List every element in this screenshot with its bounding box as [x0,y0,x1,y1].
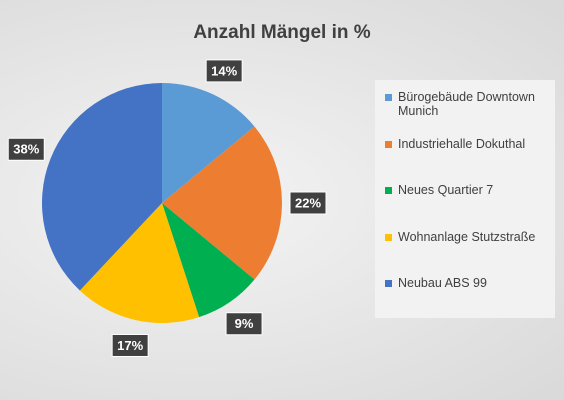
data-label-text: 14% [211,63,237,78]
legend: Bürogebäude Downtown Munich Industriehall… [375,80,555,318]
legend-label: Industriehalle Dokuthal [398,136,526,151]
legend-label: Bürogebäude Downtown Munich [398,90,535,118]
legend-swatch [385,233,392,241]
data-label-box [225,312,263,336]
legend-item: Neubau ABS 99 [385,276,549,323]
data-label: 14% [205,59,243,83]
data-label-box [7,137,45,161]
pie-slice [162,83,255,203]
pie-slice [79,203,200,323]
legend-label: Neues Quartier 7 [398,183,494,197]
pie-slice [162,203,255,318]
legend-swatch [385,280,392,287]
data-label: 22% [289,191,327,215]
legend-swatch [385,140,392,148]
legend-label: Neubau ABS 99 [398,276,487,290]
data-label-box [289,191,327,215]
legend-swatch [385,187,392,194]
data-label: 9% [225,312,263,336]
legend-swatch [385,94,392,101]
legend-item: Industriehalle Dokuthal [385,137,549,184]
pie-slice [41,83,162,291]
data-label-box [111,333,149,357]
data-label-text: 22% [295,195,321,210]
legend-item: Bürogebäude Downtown Munich [385,90,549,137]
data-label-text: 17% [117,338,143,353]
data-label-box [205,59,243,83]
legend-label: Wohnanlage Stutzstraße [398,229,536,244]
data-label-text: 9% [235,316,254,331]
data-label: 38% [7,137,45,161]
data-label: 17% [111,333,149,357]
data-label-text: 38% [13,142,39,157]
chart-title: Anzahl Mängel in % [193,22,370,43]
pie-slice [162,126,283,280]
legend-item: Neues Quartier 7 [385,183,549,230]
legend-item: Wohnanlage Stutzstraße [385,230,549,277]
